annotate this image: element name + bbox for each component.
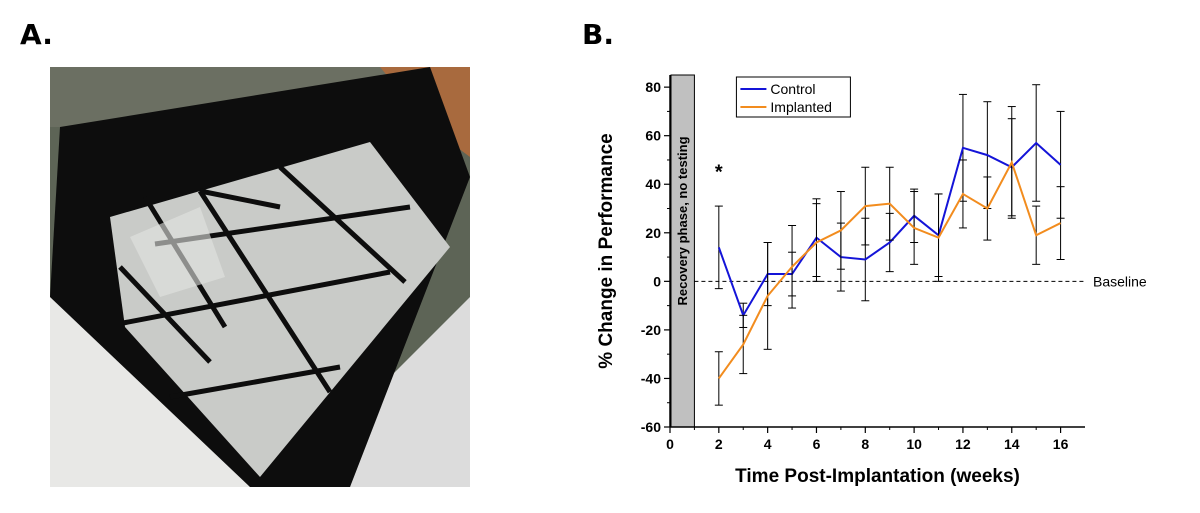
y-tick-label: 0 [653, 273, 661, 289]
x-tick-label: 16 [1053, 436, 1069, 452]
y-tick-label: 60 [645, 128, 661, 144]
y-tick-label: 20 [645, 225, 661, 241]
legend-box [735, 76, 851, 118]
x-tick-label: 2 [715, 436, 723, 452]
panel-b-label: B. [582, 18, 614, 51]
performance-line-chart: Recovery phase, no testing -60-40-200204… [596, 74, 1147, 487]
recovery-phase-label: Recovery phase, no testing [675, 136, 690, 305]
x-tick-label: 10 [906, 436, 922, 452]
x-tick-label: 8 [861, 436, 869, 452]
x-tick-label: 4 [764, 436, 772, 452]
x-tick-label: 14 [1004, 436, 1020, 452]
panel-a-label: A. [20, 18, 53, 51]
error-bar [1056, 186, 1065, 260]
legend-label-control: Control [770, 81, 815, 97]
legend-label-implanted: Implanted [770, 99, 831, 115]
baseline-label: Baseline [1093, 273, 1147, 289]
y-tick-label: -40 [641, 370, 661, 386]
x-tick-label: 6 [813, 436, 821, 452]
series-line [717, 141, 1062, 318]
y-tick-label: -60 [641, 419, 661, 435]
x-tick-label: 12 [955, 436, 971, 452]
error-bar [714, 351, 723, 406]
series-implanted [714, 106, 1065, 406]
significance-asterisk: * [715, 162, 723, 184]
error-bar [714, 205, 723, 290]
series-line [718, 159, 1062, 380]
y-axis-label: % Change in Performance [596, 133, 617, 368]
y-tick-label: 40 [645, 176, 661, 192]
open-field-arena-photo [50, 67, 470, 487]
y-tick-label: -20 [641, 322, 661, 338]
y-tick-label: 80 [645, 79, 661, 95]
x-axis-label: Time Post-Implantation (weeks) [735, 466, 1020, 487]
x-tick-label: 0 [666, 436, 674, 452]
